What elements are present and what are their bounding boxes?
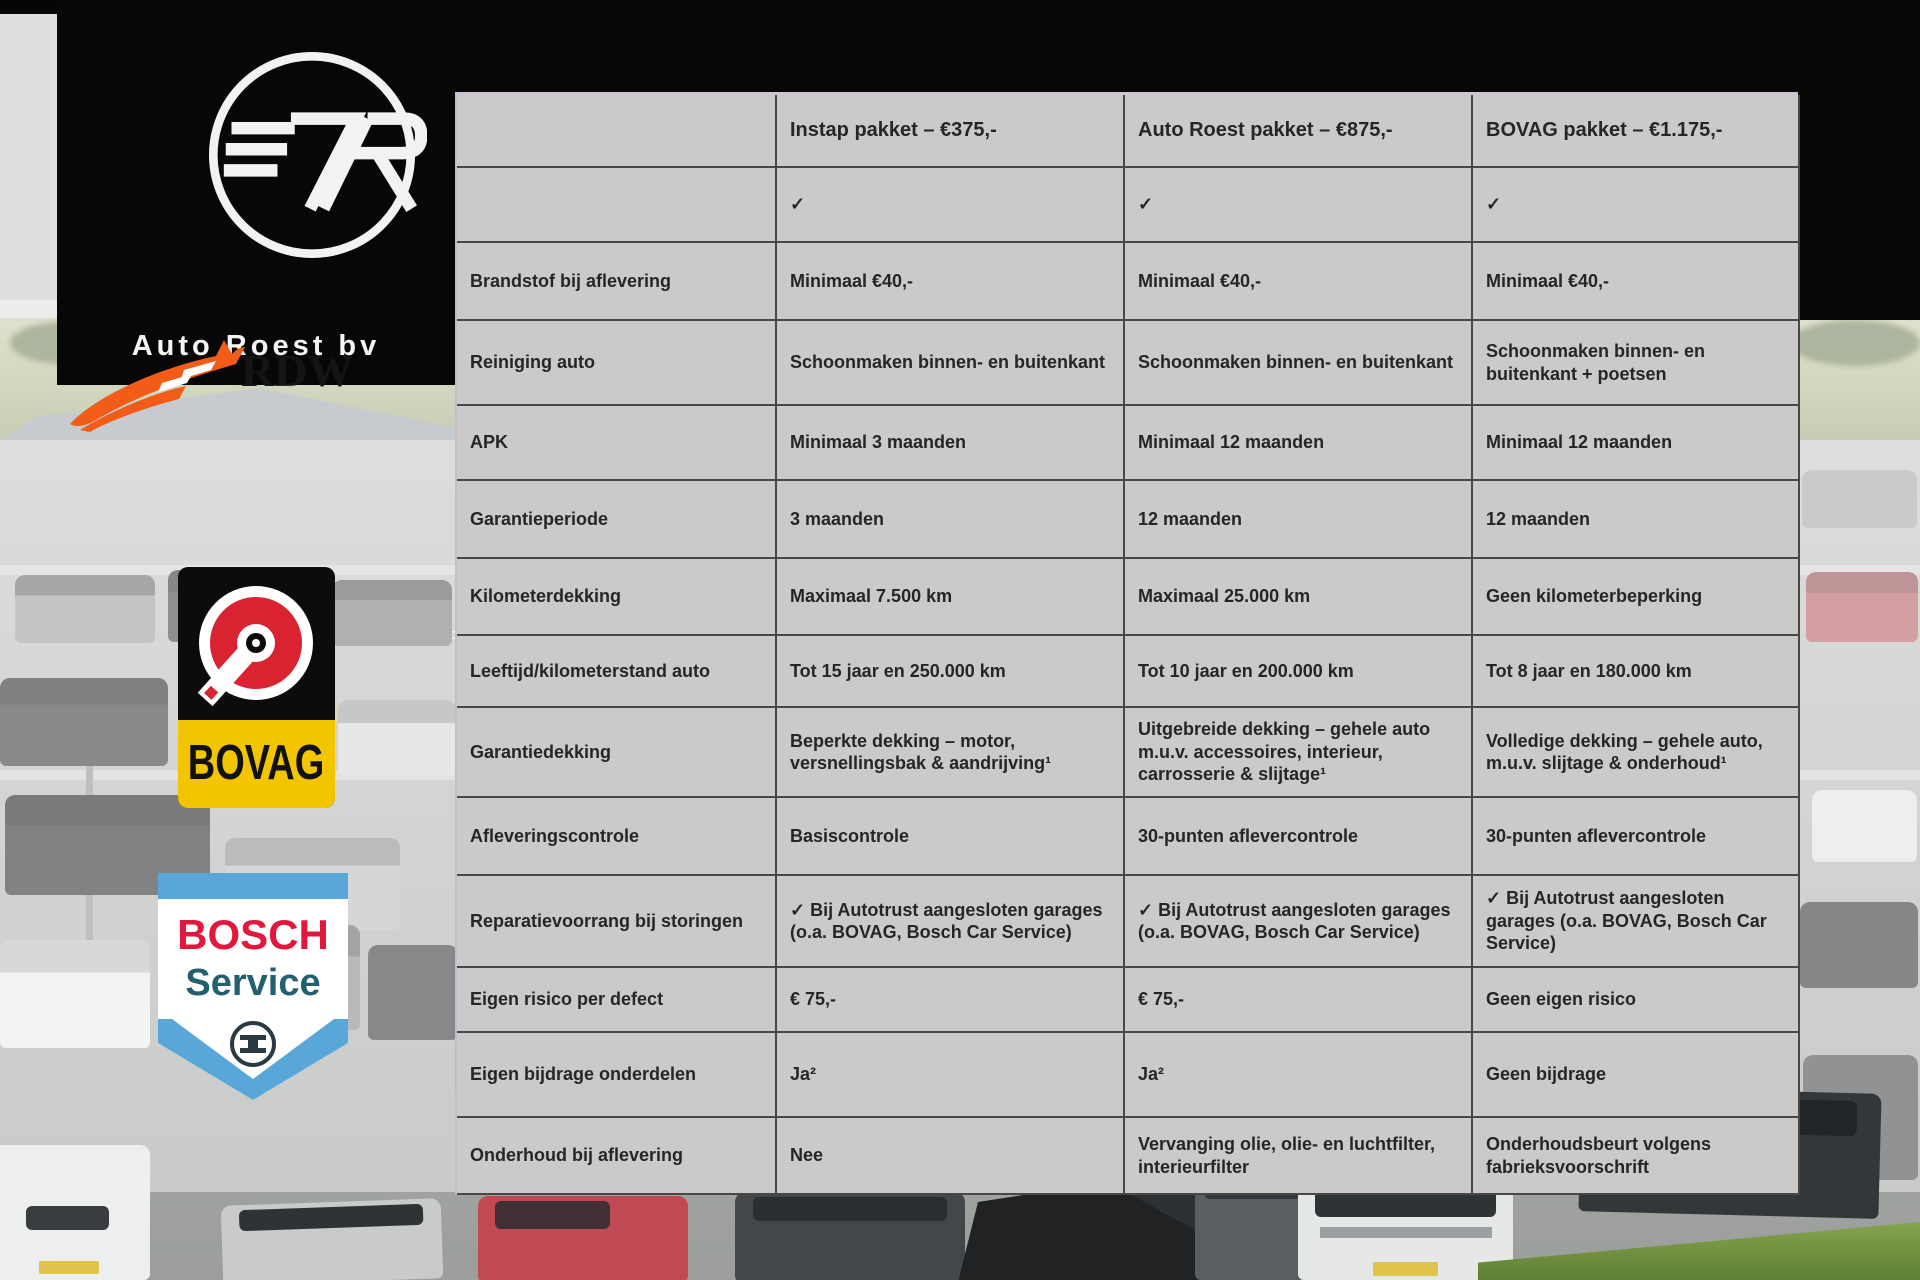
bovag-wordmark: BOVAG — [188, 735, 324, 790]
car-red — [478, 1196, 688, 1280]
cell-value: ✓ Bij Autotrust aangesloten garages (o.a… — [1125, 876, 1473, 968]
cell-value: Minimaal €40,- — [1473, 243, 1800, 321]
comparison-table: Instap pakket – €375,- Auto Roest pakket… — [455, 92, 1800, 1195]
cell-value: Minimaal €40,- — [1125, 243, 1473, 321]
cell-value: Tot 8 jaar en 180.000 km — [1473, 636, 1800, 708]
cell-value: Maximaal 25.000 km — [1125, 559, 1473, 636]
car — [15, 575, 155, 643]
company-name: Auto Roest bv — [131, 330, 381, 362]
car — [1812, 790, 1917, 862]
row-label: Reparatievoorrang bij storingen — [457, 876, 777, 968]
row-label: Leeftijd/kilometerstand auto — [457, 636, 777, 708]
cell-value: 30-punten aflevercontrole — [1125, 798, 1473, 876]
car — [368, 945, 458, 1040]
cell-value: Nee — [777, 1118, 1125, 1195]
cell-value: Minimaal 12 maanden — [1125, 406, 1473, 481]
package-header-instap: Instap pakket – €375,- — [777, 95, 1125, 168]
auto-roest-logo-panel: Auto Roest bv — [57, 0, 455, 385]
car — [0, 678, 168, 766]
cell-value: Ja² — [777, 1033, 1125, 1118]
package-header-bovag: BOVAG pakket – €1.175,- — [1473, 95, 1800, 168]
car — [332, 580, 452, 646]
cell-value: Tot 15 jaar en 250.000 km — [777, 636, 1125, 708]
cell-value: Schoonmaken binnen- en buitenkant + poet… — [1473, 321, 1800, 406]
bosch-service-label: Service — [185, 962, 320, 1004]
cell-value: 30-punten aflevercontrole — [1473, 798, 1800, 876]
row-label: APK — [457, 406, 777, 481]
cell-value: Onderhoudsbeurt volgens fabrieksvoorschr… — [1473, 1118, 1800, 1195]
cell-value: ✓ Bij Autotrust aangesloten garages (o.a… — [1473, 876, 1800, 968]
license-plate — [1373, 1261, 1438, 1277]
cell-value: Geen bijdrage — [1473, 1033, 1800, 1118]
car-windshield — [238, 1203, 424, 1231]
cell-value: Minimaal 3 maanden — [777, 406, 1125, 481]
car — [1802, 470, 1917, 528]
row-label — [457, 168, 777, 243]
row-label: Eigen bijdrage onderdelen — [457, 1033, 777, 1118]
row-label: Kilometerdekking — [457, 559, 777, 636]
license-plate — [39, 1261, 100, 1275]
car-white-suv — [0, 1145, 150, 1280]
row-label: Garantiedekking — [457, 708, 777, 798]
cell-value: Basiscontrole — [777, 798, 1125, 876]
header-empty-cell — [457, 95, 777, 168]
car-dark — [735, 1192, 965, 1280]
cell-value: ✓ — [1125, 168, 1473, 243]
tree — [1790, 320, 1920, 366]
auto-roest-7r-logo-icon — [208, 51, 427, 259]
rdw-logo-icon — [70, 340, 245, 432]
van-grille — [1319, 1227, 1492, 1238]
cell-value: Beperkte dekking – motor, versnellingsba… — [777, 708, 1125, 798]
car-grille — [26, 1205, 109, 1231]
cell-value: 12 maanden — [1473, 481, 1800, 559]
cell-value: ✓ — [777, 168, 1125, 243]
row-label: Reiniging auto — [457, 321, 777, 406]
cell-value: Volledige dekking – gehele auto, m.u.v. … — [1473, 708, 1800, 798]
bovag-logo-icon: BOVAG — [178, 567, 335, 808]
car — [1800, 902, 1918, 988]
cell-value: Ja² — [1125, 1033, 1473, 1118]
car — [1806, 572, 1918, 642]
cell-value: € 75,- — [1125, 968, 1473, 1033]
cell-value: Schoonmaken binnen- en buitenkant — [777, 321, 1125, 406]
cell-value: 12 maanden — [1125, 481, 1473, 559]
cell-value: Geen eigen risico — [1473, 968, 1800, 1033]
package-header-auto-roest: Auto Roest pakket – €875,- — [1125, 95, 1473, 168]
cell-value: Geen kilometerbeperking — [1473, 559, 1800, 636]
row-label: Afleveringscontrole — [457, 798, 777, 876]
car-windshield — [753, 1197, 947, 1221]
car-silver — [220, 1198, 444, 1280]
cell-value: Maximaal 7.500 km — [777, 559, 1125, 636]
grass-patch — [1478, 1222, 1920, 1280]
car — [338, 700, 456, 776]
cell-value: Tot 10 jaar en 200.000 km — [1125, 636, 1473, 708]
cell-value: Vervanging olie, olie- en luchtfilter, i… — [1125, 1118, 1473, 1195]
bosch-wordmark: BOSCH — [177, 911, 329, 958]
row-label: Onderhoud bij aflevering — [457, 1118, 777, 1195]
cell-value: Minimaal €40,- — [777, 243, 1125, 321]
row-label: Eigen risico per defect — [457, 968, 777, 1033]
car — [0, 940, 150, 1048]
bosch-service-logo-icon: BOSCH Service — [158, 873, 348, 1100]
car-windshield — [494, 1201, 611, 1229]
cell-value: ✓ — [1473, 168, 1800, 243]
cell-value: 3 maanden — [777, 481, 1125, 559]
rdw-wordmark: RDW — [241, 345, 354, 396]
row-label: Brandstof bij aflevering — [457, 243, 777, 321]
row-label: Garantieperiode — [457, 481, 777, 559]
cell-value: Schoonmaken binnen- en buitenkant — [1125, 321, 1473, 406]
cell-value: ✓ Bij Autotrust aangesloten garages (o.a… — [777, 876, 1125, 968]
cell-value: Uitgebreide dekking – gehele auto m.u.v.… — [1125, 708, 1473, 798]
cell-value: € 75,- — [777, 968, 1125, 1033]
cell-value: Minimaal 12 maanden — [1473, 406, 1800, 481]
